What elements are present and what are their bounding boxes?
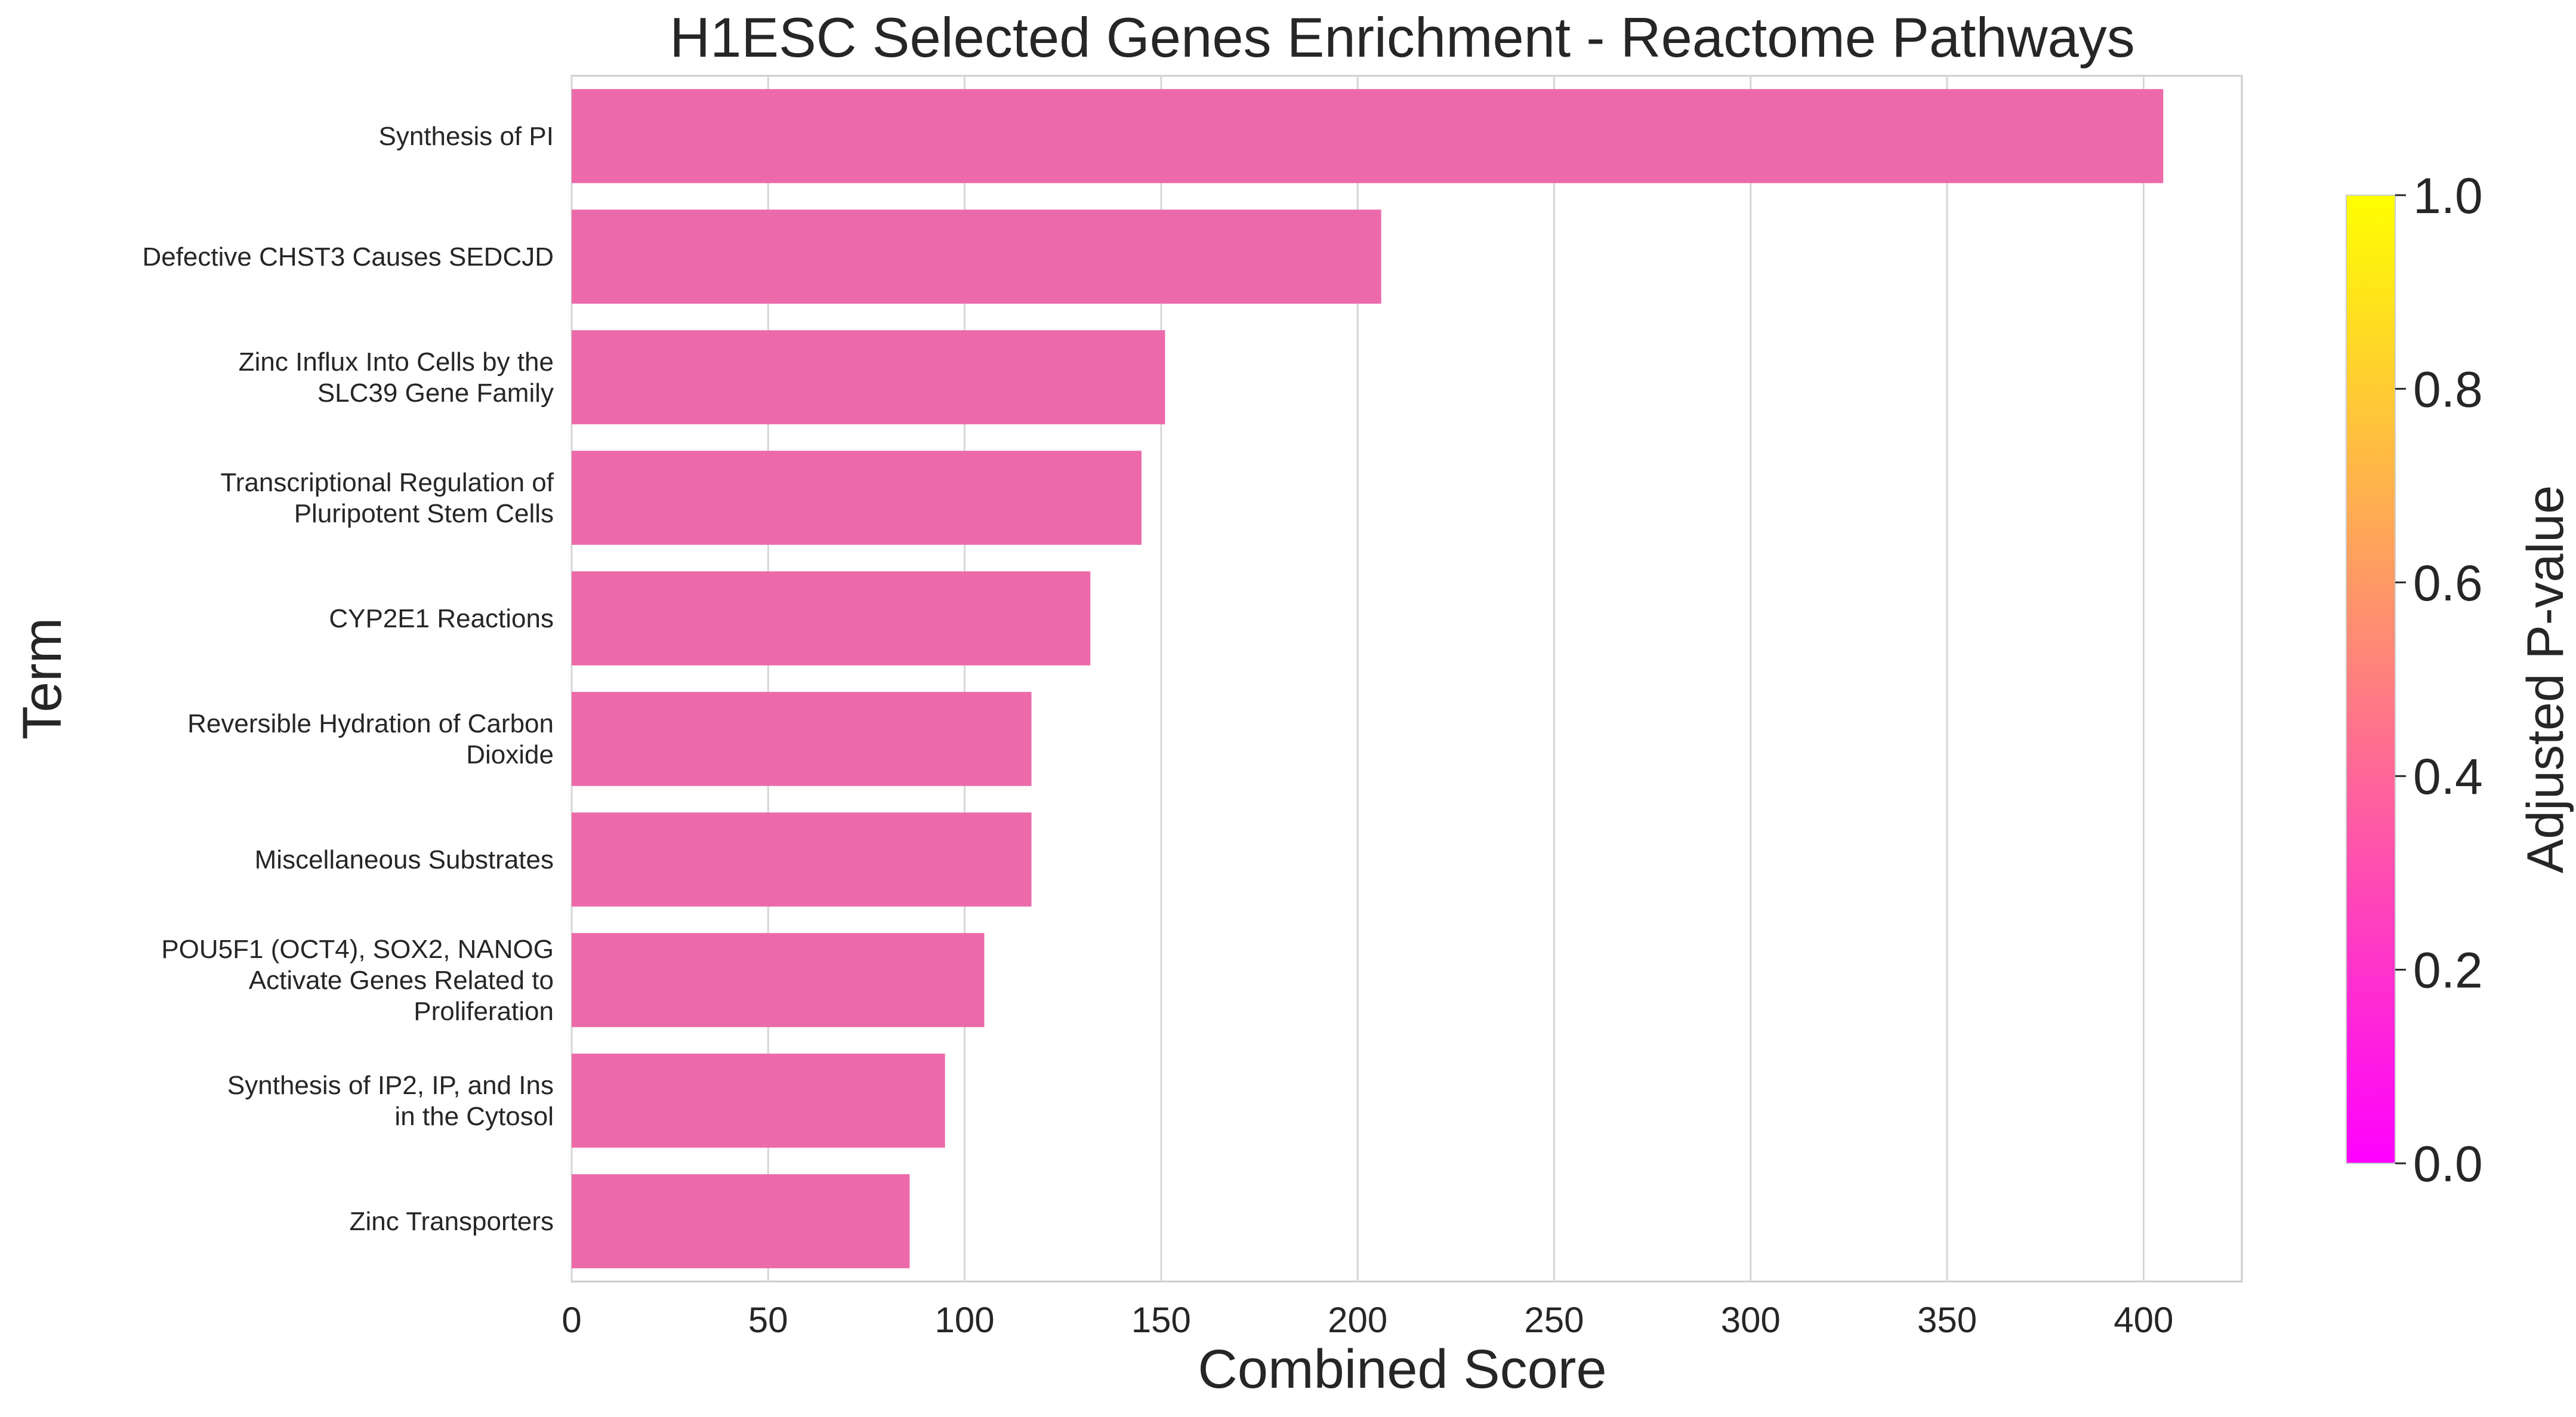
- x-tick-label: 50: [748, 1300, 788, 1340]
- y-tick-label: Defective CHST3 Causes SEDCJD: [142, 242, 554, 272]
- x-axis-label: Combined Score: [1198, 1339, 1606, 1400]
- bar: [572, 1053, 945, 1148]
- bar: [572, 933, 985, 1027]
- colorbar-tick-labels: 0.0 0.2 0.4 0.6 0.8 1.0: [2395, 168, 2483, 1192]
- y-axis-label: Term: [12, 618, 73, 740]
- x-tick-label: 250: [1524, 1300, 1584, 1340]
- colorbar-tick-label: 0.8: [2413, 361, 2483, 417]
- colorbar-tick-label: 0.6: [2413, 555, 2483, 611]
- y-tick-label: Zinc Transporters: [350, 1207, 554, 1236]
- bar: [572, 89, 2164, 183]
- y-tick-label: Reversible Hydration of Carbon: [187, 709, 554, 738]
- y-tick-label: Proliferation: [414, 997, 554, 1026]
- colorbar-tick-label: 0.0: [2413, 1136, 2483, 1192]
- x-tick-labels: 0 50 100 150 200 250 300 350 400: [562, 1300, 2173, 1340]
- x-tick-label: 400: [2114, 1300, 2173, 1340]
- y-tick-label: CYP2E1 Reactions: [329, 604, 554, 633]
- x-tick-label: 0: [562, 1300, 581, 1340]
- x-tick-label: 300: [1721, 1300, 1781, 1340]
- bar: [572, 210, 1381, 304]
- y-tick-label: Activate Genes Related to: [249, 966, 554, 995]
- y-tick-label: Dioxide: [466, 740, 554, 769]
- bars: [572, 89, 2164, 1268]
- x-tick-label: 100: [935, 1300, 995, 1340]
- chart-title: H1ESC Selected Genes Enrichment - Reacto…: [670, 6, 2135, 69]
- bar: [572, 692, 1032, 786]
- bar: [572, 571, 1091, 666]
- y-tick-label: in the Cytosol: [394, 1102, 554, 1131]
- y-tick-label: Pluripotent Stem Cells: [294, 499, 554, 528]
- y-tick-label: Miscellaneous Substrates: [255, 845, 554, 874]
- colorbar-tick-label: 0.2: [2413, 942, 2483, 999]
- bar: [572, 812, 1032, 907]
- y-tick-label: POU5F1 (OCT4), SOX2, NANOG: [161, 935, 554, 964]
- bar: [572, 1174, 910, 1268]
- x-tick-label: 200: [1328, 1300, 1387, 1340]
- colorbar-tick-label: 1.0: [2413, 168, 2483, 224]
- colorbar-label: Adjusted P-value: [2517, 485, 2574, 873]
- y-tick-label: Synthesis of IP2, IP, and Ins: [227, 1071, 554, 1100]
- x-tick-label: 350: [1917, 1300, 1977, 1340]
- colorbar-tick-label: 0.4: [2413, 748, 2483, 805]
- y-tick-label: SLC39 Gene Family: [317, 378, 554, 408]
- y-tick-label: Synthesis of PI: [379, 122, 554, 151]
- colorbar: [2346, 195, 2396, 1164]
- bar: [572, 330, 1165, 424]
- y-tick-label: Transcriptional Regulation of: [221, 468, 554, 497]
- x-tick-label: 150: [1131, 1300, 1191, 1340]
- y-tick-labels: Synthesis of PI Defective CHST3 Causes SE…: [142, 122, 554, 1236]
- bar: [572, 451, 1142, 545]
- y-tick-label: Zinc Influx Into Cells by the: [239, 347, 554, 377]
